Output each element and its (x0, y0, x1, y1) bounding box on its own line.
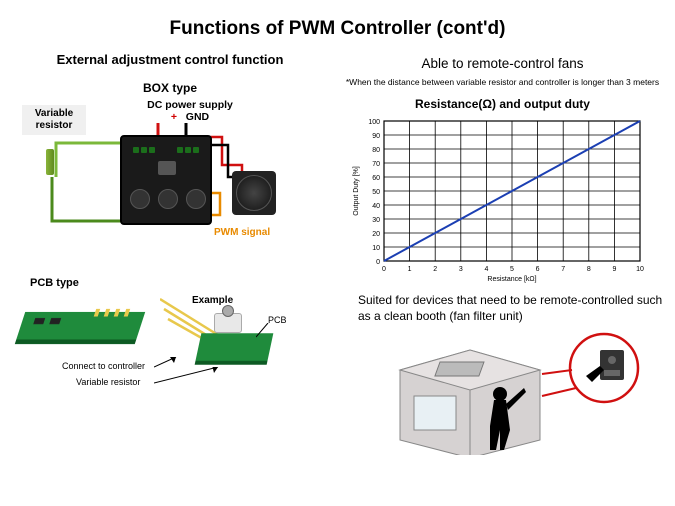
clean-booth-diagram (356, 330, 656, 455)
svg-text:8: 8 (587, 266, 591, 273)
svg-text:7: 7 (561, 266, 565, 273)
main-container: External adjustment control function BOX… (0, 40, 675, 455)
svg-text:6: 6 (536, 266, 540, 273)
svg-text:Output Duty [%]: Output Duty [%] (353, 166, 360, 215)
dc-gnd: GND (186, 111, 209, 123)
box-type-label: BOX type (10, 81, 330, 95)
svg-text:0: 0 (382, 266, 386, 273)
svg-text:80: 80 (372, 147, 380, 154)
connect-controller-label: Connect to controller (62, 361, 145, 371)
svg-text:1: 1 (408, 266, 412, 273)
potentiometer-knob-icon (222, 305, 234, 317)
left-column: External adjustment control function BOX… (10, 52, 330, 455)
pwm-signal-label: PWM signal (214, 227, 270, 238)
variable-resistor-icon (46, 149, 54, 175)
svg-text:90: 90 (372, 133, 380, 140)
svg-text:100: 100 (368, 119, 380, 126)
box-type-diagram: Variable resistor DC power supply + GND (10, 99, 320, 249)
page-title: Functions of PWM Controller (cont'd) (0, 0, 675, 40)
vr-arrow-icon (154, 367, 224, 387)
svg-text:5: 5 (510, 266, 514, 273)
fan-icon (232, 171, 276, 215)
svg-text:30: 30 (372, 217, 380, 224)
wire-green (40, 133, 130, 233)
pcb-board-icon (15, 312, 145, 344)
svg-text:0: 0 (376, 259, 380, 266)
svg-text:50: 50 (372, 189, 380, 196)
svg-text:10: 10 (372, 245, 380, 252)
controller-box-icon (120, 135, 212, 225)
dc-plus: + (171, 111, 177, 123)
svg-text:2: 2 (433, 266, 437, 273)
pcb-section: Example PCB Connect to controller Variab… (10, 289, 320, 399)
left-heading: External adjustment control function (10, 52, 330, 69)
pcb-arrow-icon (256, 323, 276, 343)
chart-title: Resistance(Ω) and output duty (340, 97, 665, 111)
svg-text:Resistance [kΩ]: Resistance [kΩ] (487, 276, 536, 283)
svg-text:10: 10 (636, 266, 644, 273)
variable-resistor-annot: Variable resistor (76, 377, 140, 387)
svg-text:20: 20 (372, 231, 380, 238)
svg-text:4: 4 (484, 266, 488, 273)
right-column: Able to remote-control fans *When the di… (330, 52, 665, 455)
svg-text:60: 60 (372, 175, 380, 182)
dc-supply-label: DC power supply + GND (130, 99, 250, 123)
svg-text:3: 3 (459, 266, 463, 273)
suited-text: Suited for devices that need to be remot… (358, 293, 665, 324)
right-heading: Able to remote-control fans (340, 56, 665, 71)
dc-supply-text: DC power supply (147, 99, 233, 111)
resistance-duty-chart: 0123456789100102030405060708090100Resist… (348, 115, 648, 285)
magnifier-icon (542, 334, 638, 402)
pcb-type-label: PCB type (30, 277, 330, 289)
svg-text:9: 9 (612, 266, 616, 273)
footnote: *When the distance between variable resi… (340, 77, 665, 87)
svg-text:70: 70 (372, 161, 380, 168)
variable-resistor-label: Variable resistor (22, 105, 86, 135)
svg-text:40: 40 (372, 203, 380, 210)
